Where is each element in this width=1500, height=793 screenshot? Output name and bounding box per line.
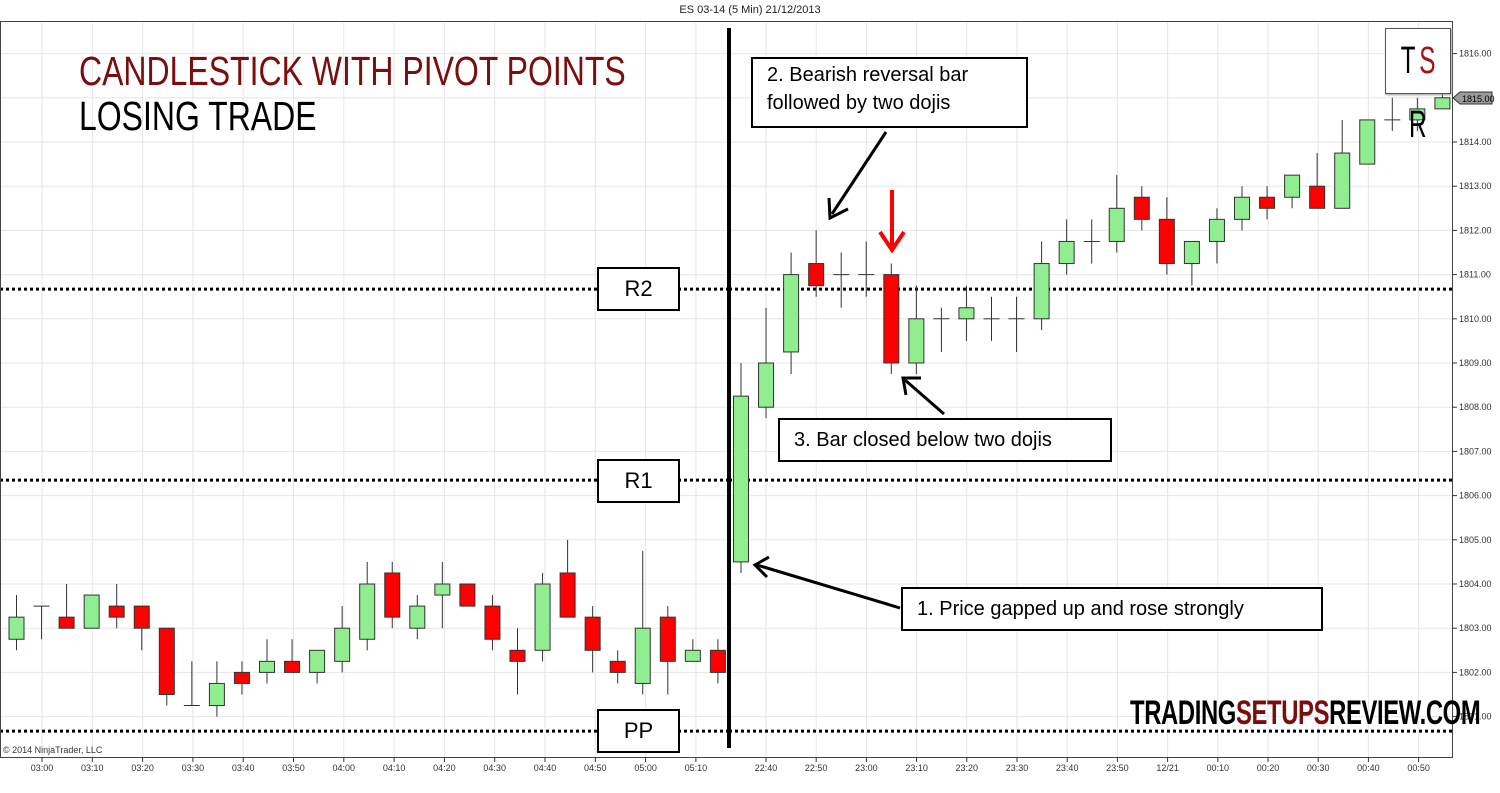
svg-text:04:30: 04:30: [483, 763, 506, 773]
tsr-logo: T SR: [1385, 28, 1451, 146]
annotation-2: 2. Bearish reversal bar followed by two …: [751, 57, 1028, 128]
last-price-marker: 1815.00: [1452, 91, 1495, 105]
brand-part-3: REVIEW.COM: [1329, 694, 1481, 732]
svg-text:1806.00: 1806.00: [1459, 491, 1492, 501]
svg-text:00:10: 00:10: [1207, 763, 1230, 773]
svg-text:1803.00: 1803.00: [1459, 623, 1492, 633]
svg-text:00:40: 00:40: [1357, 763, 1380, 773]
svg-text:05:10: 05:10: [685, 763, 708, 773]
svg-text:1814.00: 1814.00: [1459, 137, 1492, 147]
pivot-lines: [0, 287, 1452, 733]
annotation-2-line1: 2. Bearish reversal bar: [767, 64, 969, 86]
chart-title: ES 03-14 (5 Min) 21/12/2013: [679, 4, 821, 16]
svg-text:23:20: 23:20: [956, 763, 979, 773]
svg-text:1816.00: 1816.00: [1459, 49, 1492, 59]
svg-text:1811.00: 1811.00: [1459, 270, 1491, 280]
price-chart[interactable]: 1801.00 1802.00 1803.00 1804.00 1805.00 1806.…: [0, 21, 1500, 793]
svg-text:23:00: 23:00: [855, 763, 878, 773]
svg-text:03:30: 03:30: [182, 763, 205, 773]
logo-s: S: [1419, 40, 1436, 82]
level-label-pp: PP: [597, 709, 680, 753]
arrow-1-line: [756, 563, 901, 610]
copyright-text: © 2014 NinjaTrader, LLC: [3, 745, 103, 755]
svg-text:23:10: 23:10: [905, 763, 928, 773]
arrow-3-head-icon: [901, 376, 921, 396]
svg-text:03:40: 03:40: [232, 763, 255, 773]
svg-text:05:00: 05:00: [634, 763, 657, 773]
arrow-1-head-icon: [752, 555, 770, 579]
svg-text:00:30: 00:30: [1307, 763, 1330, 773]
svg-text:22:50: 22:50: [805, 763, 828, 773]
annotation-arrows: [752, 131, 945, 610]
annotation-2-line2: followed by two dojis: [767, 92, 951, 114]
svg-text:03:20: 03:20: [131, 763, 154, 773]
svg-text:23:30: 23:30: [1006, 763, 1029, 773]
svg-text:1802.00: 1802.00: [1459, 667, 1492, 677]
svg-text:03:50: 03:50: [282, 763, 305, 773]
svg-text:1807.00: 1807.00: [1459, 446, 1492, 456]
svg-text:00:50: 00:50: [1407, 763, 1430, 773]
level-label-r1: R1: [597, 459, 680, 503]
svg-text:1808.00: 1808.00: [1459, 402, 1492, 412]
logo-t: T: [1400, 40, 1416, 82]
y-axis: 1801.00 1802.00 1803.00 1804.00 1805.00 1806.…: [1452, 49, 1492, 722]
annotation-1: 1. Price gapped up and rose strongly: [901, 587, 1323, 631]
brand-part-2: SETUPS: [1235, 694, 1330, 732]
svg-text:04:00: 04:00: [333, 763, 356, 773]
x-axis: 03:00 03:10 03:20 03:30 03:40 03:50 04:00 04:10…: [31, 757, 1430, 773]
brand-part-1: TRADING: [1130, 694, 1236, 732]
svg-text:1809.00: 1809.00: [1459, 358, 1492, 368]
svg-text:23:40: 23:40: [1056, 763, 1079, 773]
svg-text:1805.00: 1805.00: [1459, 535, 1492, 545]
svg-text:1804.00: 1804.00: [1459, 579, 1492, 589]
logo-r: R: [1409, 104, 1427, 146]
arrow-3-line: [904, 378, 945, 416]
svg-text:1801.00: 1801.00: [1459, 712, 1492, 722]
entry-down-arrow-icon: [878, 230, 906, 254]
svg-text:04:10: 04:10: [383, 763, 406, 773]
brand-watermark: TRADINGSETUPSREVIEW.COM: [1130, 694, 1481, 733]
svg-text:22:40: 22:40: [755, 763, 778, 773]
svg-text:04:50: 04:50: [584, 763, 607, 773]
headline-subtitle: LOSING TRADE: [79, 93, 317, 139]
svg-text:00:20: 00:20: [1257, 763, 1280, 773]
svg-text:1810.00: 1810.00: [1459, 314, 1492, 324]
svg-text:04:20: 04:20: [433, 763, 456, 773]
plot-border: [0, 21, 1453, 758]
svg-text:04:40: 04:40: [534, 763, 557, 773]
svg-text:23:50: 23:50: [1106, 763, 1129, 773]
arrow-2-line: [830, 131, 888, 215]
arrow-2-head-icon: [827, 197, 849, 221]
svg-text:03:00: 03:00: [31, 763, 54, 773]
candles: [8, 93, 1451, 717]
svg-text:1813.00: 1813.00: [1459, 181, 1492, 191]
level-label-r2: R2: [597, 267, 680, 311]
headline-title: CANDLESTICK WITH PIVOT POINTS: [79, 48, 626, 94]
annotation-3: 3. Bar closed below two dojis: [778, 418, 1112, 462]
svg-text:03:10: 03:10: [81, 763, 104, 773]
svg-text:12/21: 12/21: [1156, 763, 1179, 773]
svg-text:1815.00: 1815.00: [1462, 94, 1495, 104]
svg-text:1812.00: 1812.00: [1459, 225, 1492, 235]
